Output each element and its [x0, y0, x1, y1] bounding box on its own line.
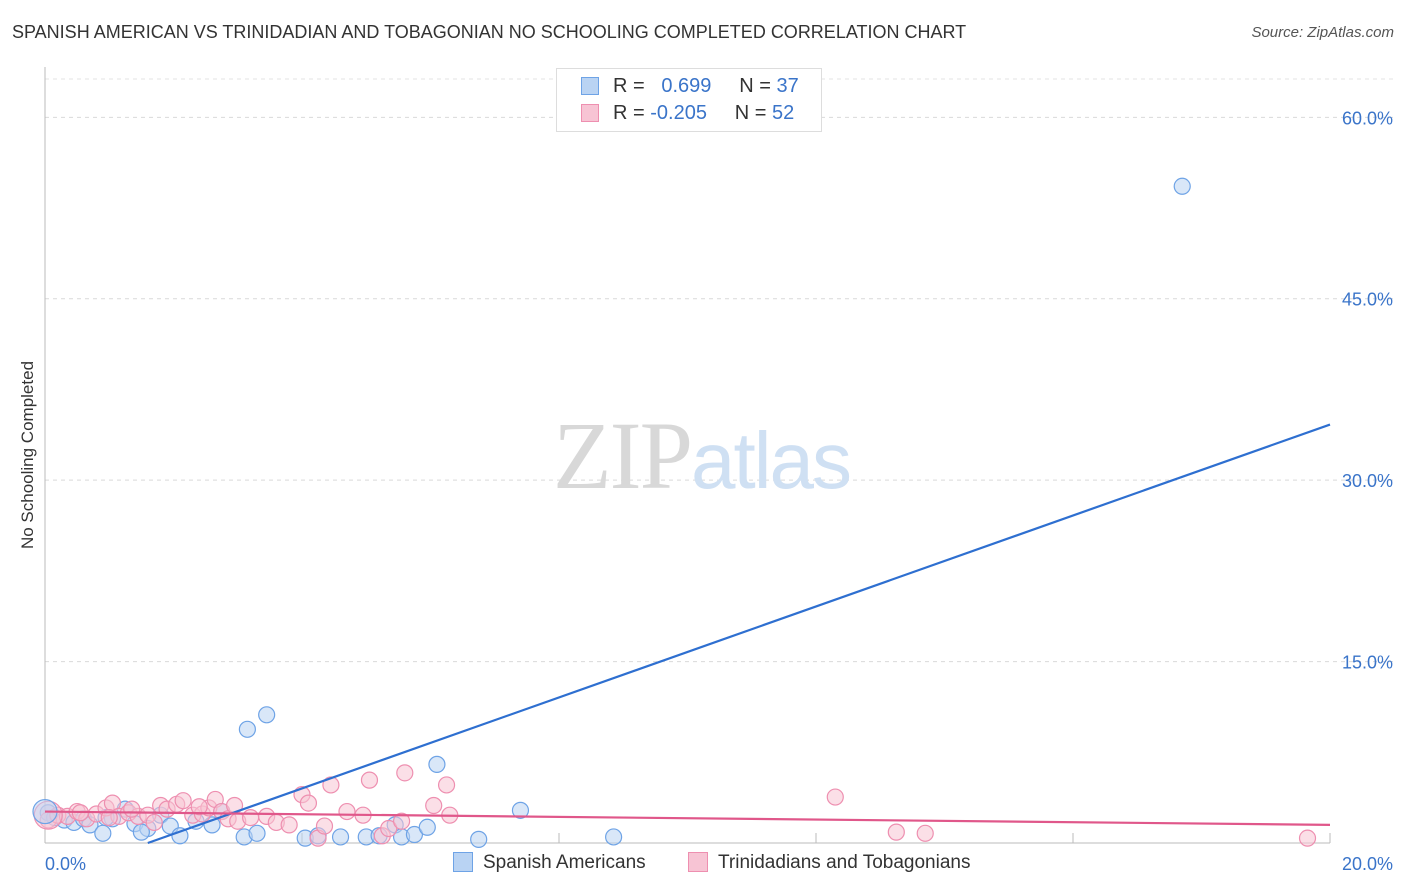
legend-n-label: N = — [734, 102, 767, 124]
bottom-legend-spanish-americans: Spanish Americans — [453, 852, 646, 874]
point-spanish-american — [1173, 177, 1191, 195]
point-trinidadian — [360, 771, 379, 789]
bottom-legend-label: Spanish Americans — [483, 852, 646, 873]
point-spanish-american — [331, 828, 350, 846]
point-trinidadian — [315, 817, 334, 835]
x-tick-label: 0.0% — [45, 854, 86, 874]
point-spanish-american — [418, 818, 436, 836]
point-trinidadian — [322, 776, 340, 794]
legend-r-label: R = — [613, 102, 645, 124]
data-points — [32, 177, 1317, 848]
legend-r-value: 0.699 — [661, 75, 712, 97]
point-spanish-american — [94, 824, 112, 842]
legend-row-trinidadians: R = -0.205 N = 52 — [581, 102, 794, 125]
point-spanish-american — [605, 828, 623, 846]
y-tick-label: 30.0% — [1342, 471, 1393, 491]
legend-row-spanish-americans: R = 0.699 N = 37 — [581, 75, 799, 98]
point-spanish-american — [470, 830, 488, 848]
point-spanish-american — [258, 706, 276, 724]
source-label: Source: ZipAtlas.com — [1251, 24, 1394, 41]
point-trinidadian — [242, 809, 260, 827]
correlation-legend: R = 0.699 N = 37 R = -0.205 N = 52 — [556, 68, 822, 132]
legend-n-value: 52 — [772, 102, 795, 124]
legend-swatch-pink — [581, 104, 599, 122]
x-tick-label: 20.0% — [1342, 854, 1393, 874]
point-spanish-american — [511, 801, 530, 819]
point-spanish-american — [248, 824, 266, 842]
point-trinidadian — [280, 816, 298, 834]
point-trinidadian — [396, 764, 414, 782]
trend-lines — [44, 423, 1331, 845]
grid-lines — [45, 78, 1393, 663]
point-trinidadian — [380, 819, 398, 838]
legend-n-label: N = — [739, 75, 771, 97]
y-tick-label: 60.0% — [1342, 108, 1393, 128]
legend-n-value: 37 — [776, 75, 799, 97]
point-trinidadian — [299, 794, 318, 812]
tick-labels: 15.0% 30.0% 45.0% 60.0% 0.0% 20.0% — [45, 108, 1393, 874]
point-trinidadian — [1298, 829, 1317, 847]
bottom-legend-swatch-pink — [688, 852, 708, 872]
point-trinidadian — [916, 824, 934, 842]
point-trinidadian — [425, 796, 443, 815]
point-spanish-american — [238, 720, 256, 738]
point-trinidadian — [338, 802, 356, 821]
bottom-legend-swatch-blue — [453, 852, 473, 872]
watermark-zip: ZIP — [553, 402, 693, 509]
legend-r-value: -0.205 — [650, 102, 707, 124]
chart-title: SPANISH AMERICAN VS TRINIDADIAN AND TOBA… — [12, 22, 967, 42]
point-trinidadian — [145, 813, 163, 832]
point-trinidadian — [174, 792, 192, 810]
trend-line-trinidadians — [44, 810, 1331, 826]
point-spanish-american — [405, 825, 424, 844]
point-trinidadian — [100, 809, 118, 827]
legend-swatch-blue — [581, 77, 599, 95]
axes — [44, 67, 1331, 844]
y-axis-label: No Schooling Completed — [18, 360, 37, 550]
point-trinidadian — [190, 798, 208, 816]
point-spanish-american — [171, 827, 189, 845]
y-tick-label: 45.0% — [1342, 290, 1393, 310]
bottom-legend-trinidadians: Trinidadians and Tobagonians — [688, 852, 970, 874]
point-trinidadian — [826, 788, 844, 806]
trend-line-spanish-americans — [147, 423, 1331, 845]
bottom-legend-label: Trinidadians and Tobagonians — [718, 852, 971, 873]
point-trinidadian — [392, 812, 411, 830]
y-tick-label: 15.0% — [1342, 653, 1393, 673]
watermark: ZIPatlas — [553, 400, 852, 511]
point-trinidadian — [437, 776, 456, 794]
point-spanish-american — [428, 755, 446, 773]
legend-r-label: R = — [613, 75, 645, 97]
point-trinidadian — [887, 823, 905, 841]
watermark-atlas: atlas — [691, 416, 852, 505]
point-trinidadian — [123, 800, 141, 818]
